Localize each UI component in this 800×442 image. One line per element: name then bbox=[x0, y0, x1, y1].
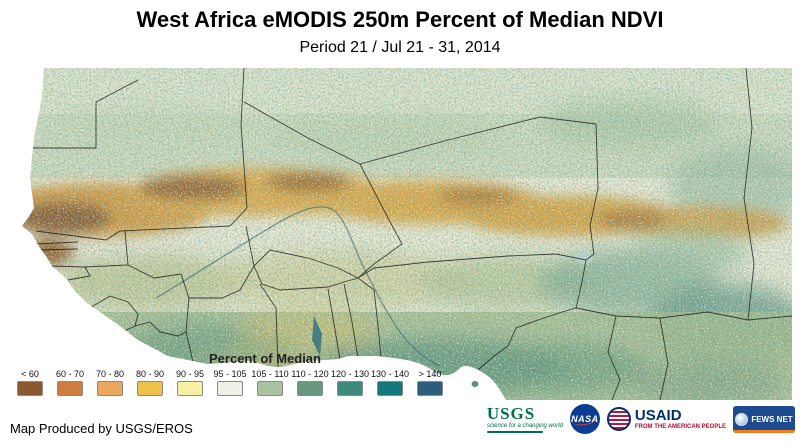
niger-river bbox=[155, 206, 441, 367]
map-title: West Africa eMODIS 250m Percent of Media… bbox=[136, 7, 664, 32]
nasa-wordmark: NASA bbox=[571, 414, 599, 424]
nasa-logo: NASA bbox=[569, 404, 600, 434]
legend-swatch bbox=[297, 381, 323, 396]
usgs-wordmark: USGS bbox=[486, 404, 536, 423]
legend-item: > 140 bbox=[412, 369, 448, 396]
legend-swatch bbox=[97, 381, 123, 396]
usaid-text-block: USAID FROM THE AMERICAN PEOPLE bbox=[635, 408, 726, 430]
legend-items: < 60 60 - 70 70 - 80 80 - 90 90 - 95 95 … bbox=[12, 369, 448, 396]
legend-item: 105 - 110 bbox=[251, 369, 289, 396]
legend-swatch bbox=[137, 381, 163, 396]
legend-item: 120 - 130 bbox=[331, 369, 369, 396]
legend-swatch bbox=[57, 381, 83, 396]
legend-item: 95 - 105 bbox=[212, 369, 248, 396]
legend-item: 110 - 120 bbox=[291, 369, 329, 396]
bioko-island bbox=[471, 381, 479, 387]
usgs-tagline: science for a changing world bbox=[486, 423, 563, 429]
legend-swatch bbox=[217, 381, 243, 396]
legend-item: 90 - 95 bbox=[172, 369, 208, 396]
lake-volta bbox=[312, 316, 322, 356]
credit-text: Map Produced by USGS/EROS bbox=[10, 421, 193, 436]
legend-item: 80 - 90 bbox=[132, 369, 168, 396]
legend-swatch bbox=[417, 381, 443, 396]
legend-title: Percent of Median bbox=[209, 351, 321, 366]
lake-chad bbox=[575, 252, 593, 264]
logo-row: USGS science for a changing world NASA U… bbox=[486, 404, 795, 434]
legend-swatch bbox=[257, 381, 283, 396]
fewsnet-logo: FEWS NET bbox=[733, 405, 795, 433]
usgs-wave bbox=[486, 431, 543, 433]
legend-item: 130 - 140 bbox=[371, 369, 409, 396]
map-subtitle: Period 21 / Jul 21 - 31, 2014 bbox=[299, 39, 501, 56]
legend-item: 60 - 70 bbox=[52, 369, 88, 396]
fewsnet-accent-bar bbox=[733, 429, 795, 433]
usaid-logo: USAID FROM THE AMERICAN PEOPLE bbox=[606, 407, 726, 431]
country-borders bbox=[31, 68, 792, 400]
legend-swatch bbox=[177, 381, 203, 396]
usaid-tagline: FROM THE AMERICAN PEOPLE bbox=[634, 424, 726, 430]
fewsnet-wordmark: FEWS NET bbox=[751, 414, 793, 424]
legend-swatch bbox=[337, 381, 363, 396]
usaid-wordmark: USAID bbox=[634, 407, 682, 424]
usgs-logo: USGS science for a changing world bbox=[486, 404, 563, 433]
fewsnet-globe-icon bbox=[735, 412, 749, 426]
legend-item: < 60 bbox=[12, 369, 48, 396]
legend-item: 70 - 80 bbox=[92, 369, 128, 396]
map-legend: Percent of Median < 60 60 - 70 70 - 80 8… bbox=[12, 351, 448, 396]
usaid-emblem-icon bbox=[606, 407, 631, 431]
legend-swatch bbox=[377, 381, 403, 396]
legend-swatch bbox=[17, 381, 43, 396]
